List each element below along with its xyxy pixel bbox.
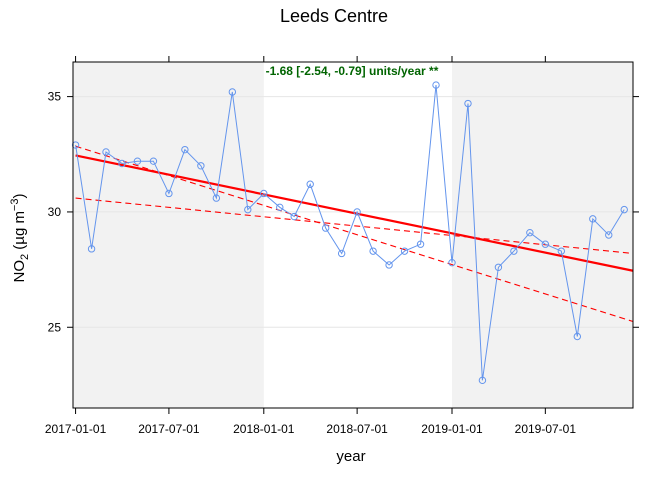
ci-line-1: [75, 197, 634, 255]
ci-line-0: [75, 145, 634, 323]
trend-annotation: -1.68 [-2.54, -0.79] units/year **: [266, 64, 439, 78]
data-point-26: [478, 376, 487, 385]
y-axis-label-main: NO: [11, 260, 28, 283]
data-point-10: [228, 88, 237, 96]
data-point-32: [573, 332, 582, 341]
x-tick-label-4: 2019-01-01: [421, 422, 483, 436]
data-point-5: [149, 157, 158, 165]
data-point-28: [510, 247, 518, 255]
x-tick-label-3: 2018-07-01: [326, 422, 388, 436]
y-axis-label-units-open: (µg m: [11, 211, 28, 254]
data-point-12: [260, 189, 268, 198]
y-tick-label-2: 35: [48, 90, 62, 104]
data-point-0: [71, 141, 80, 149]
data-point-34: [605, 231, 613, 239]
data-point-17: [337, 249, 346, 258]
data-point-25: [464, 99, 472, 108]
data-point-16: [321, 224, 330, 232]
y-axis-label-units-sup: −3: [9, 199, 21, 212]
data-point-33: [589, 215, 597, 223]
data-point-19: [369, 247, 377, 255]
data-point-13: [276, 203, 284, 212]
data-point-3: [118, 159, 126, 168]
y-axis-label: NO2 (µg m−3): [9, 194, 31, 283]
data-point-29: [526, 228, 534, 237]
data-point-1: [87, 245, 96, 253]
data-point-6: [165, 189, 173, 198]
data-point-8: [197, 162, 205, 170]
data-point-2: [102, 148, 110, 156]
x-axis-label: year: [336, 448, 365, 465]
data-point-23: [432, 81, 440, 89]
x-tick-label-5: 2019-07-01: [515, 422, 577, 436]
data-point-11: [244, 205, 252, 214]
data-point-31: [557, 247, 566, 255]
shaded-period-0: [73, 62, 264, 408]
chart-title: Leeds Centre: [280, 6, 388, 26]
data-point-30: [541, 240, 550, 248]
y-tick-label-0: 25: [48, 320, 62, 334]
shaded-period-1: [452, 62, 633, 408]
data-point-4: [133, 157, 142, 165]
axis-ticks: 25 30 35 2017-01-01 2017-07-01 2018-01-01 2018…: [45, 56, 639, 436]
data-point-35: [620, 205, 628, 214]
y-axis-label-units-close: ): [11, 194, 28, 199]
x-tick-label-0: 2017-01-01: [45, 422, 107, 436]
x-tick-label-2: 2018-01-01: [233, 422, 295, 436]
plot-frame: [72, 61, 634, 409]
shaded-periods: [73, 62, 633, 408]
data-point-18: [353, 208, 361, 216]
data-point-7: [181, 145, 189, 154]
data-point-22: [416, 240, 425, 248]
data-point-24: [448, 258, 456, 267]
data-point-15: [306, 180, 314, 188]
y-tick-label-1: 30: [48, 205, 62, 219]
data-point-27: [494, 263, 503, 271]
data-series: [71, 81, 628, 385]
data-point-14: [290, 212, 298, 221]
data-point-21: [400, 247, 409, 255]
x-tick-label-1: 2017-07-01: [138, 422, 200, 436]
y-axis-label-sub: 2: [19, 254, 31, 260]
data-point-9: [212, 194, 221, 202]
data-point-20: [385, 261, 393, 269]
